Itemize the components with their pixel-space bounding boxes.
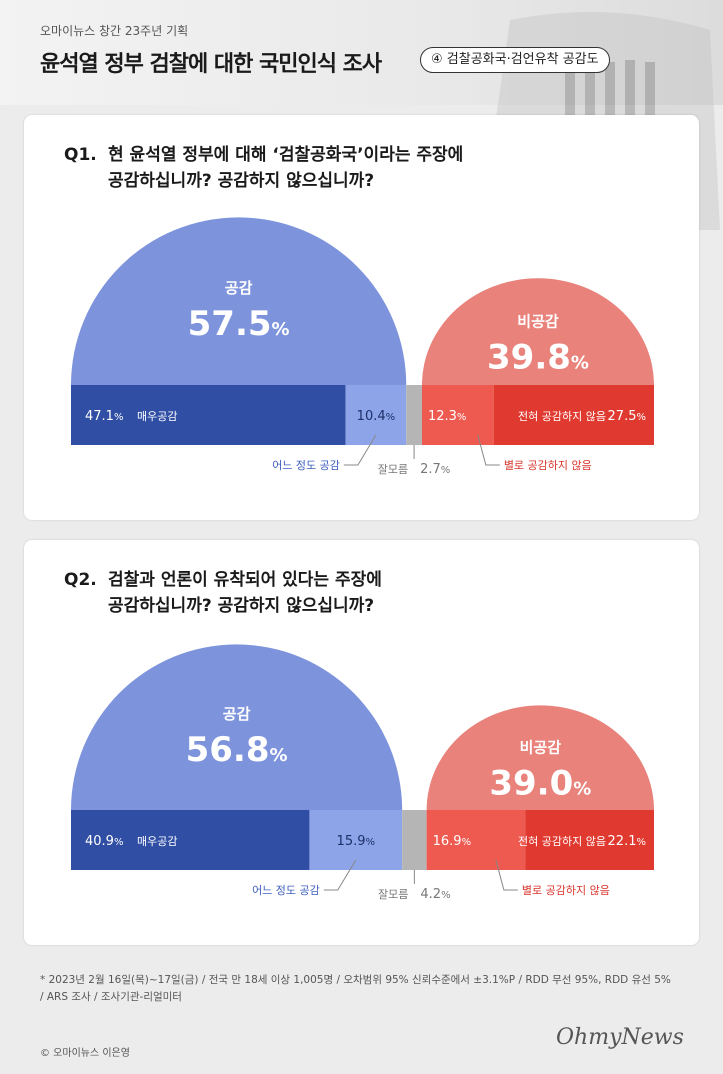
somewhat-agree-leader <box>323 859 357 891</box>
credit-text: © 오마이뉴스 이은영 <box>40 1048 130 1059</box>
not-much-agree-leader <box>495 859 518 891</box>
disagree-total-label: 39.8% <box>487 337 589 377</box>
value-unit: % <box>441 465 451 476</box>
value-unit: % <box>457 412 467 423</box>
question-line-1: 현 윤석열 정부에 대해 ‘검찰공화국’이라는 주장에 <box>108 145 464 165</box>
question-line-1: 검찰과 언론이 유착되어 있다는 주장에 <box>108 570 382 590</box>
dont-know-value: 4.2% <box>420 887 450 902</box>
not-much-agree-bar <box>421 385 494 445</box>
value-unit: % <box>114 837 124 848</box>
footnote-line-1: * 2023년 2월 16일(목)~17일(금) / 전국 만 18세 이상 1… <box>40 974 671 986</box>
value-unit: % <box>114 412 124 423</box>
disagree-label: 비공감 <box>520 738 562 756</box>
question-number: Q2. <box>64 570 97 590</box>
topic-badge: ④ 검찰공화국·검언유착 공감도 <box>420 47 610 73</box>
agree-label: 공감 <box>225 279 253 297</box>
value-unit: % <box>636 837 646 848</box>
not-at-all-agree-value: 22.1% <box>608 834 646 849</box>
not-at-all-agree-value: 27.5% <box>608 409 646 424</box>
very-agree-bar <box>71 385 346 445</box>
dont-know-name: 잘모름 <box>378 463 408 476</box>
not-at-all-agree-name: 전혀 공감하지 않음 <box>518 409 606 423</box>
disagree-total-unit: % <box>571 352 589 373</box>
not-at-all-agree-bar <box>493 385 654 445</box>
value-unit: % <box>386 412 396 423</box>
not-at-all-agree-name: 전혀 공감하지 않음 <box>518 834 606 848</box>
question-line-2: 공감하십니까? 공감하지 않으십니까? <box>108 596 375 616</box>
disagree-total-unit: % <box>573 778 591 799</box>
value-unit: % <box>441 890 451 901</box>
somewhat-agree-name: 어느 정도 공감 <box>272 459 340 472</box>
somewhat-agree-name: 어느 정도 공감 <box>252 884 320 897</box>
value-unit: % <box>366 837 376 848</box>
agree-dome <box>71 644 403 810</box>
question-line-2: 공감하십니까? 공감하지 않으십니까? <box>108 171 375 191</box>
agree-total-unit: % <box>269 745 287 766</box>
not-much-agree-value: 12.3% <box>428 409 466 424</box>
header: 오마이뉴스 창간 23주년 기획 윤석열 정부 검찰에 대한 국민인식 조사 ④… <box>0 0 723 230</box>
ohmynews-logo: OhmyNews <box>556 1025 684 1050</box>
agree-label: 공감 <box>223 705 251 723</box>
footnote-line-2: / ARS 조사 / 조사기관-리얼미터 <box>40 991 182 1003</box>
value-unit: % <box>636 412 646 423</box>
dont-know-value: 2.7% <box>420 462 450 477</box>
very-agree-name: 매우공감 <box>137 835 177 848</box>
question-text: 현 윤석열 정부에 대해 ‘검찰공화국’이라는 주장에 공감하십니까? 공감하지… <box>108 142 628 194</box>
not-much-agree-leader <box>477 434 500 466</box>
disagree-dome <box>426 705 654 810</box>
very-agree-value: 40.9% <box>85 834 123 849</box>
somewhat-agree-value: 15.9% <box>337 834 375 849</box>
somewhat-agree-leader <box>343 434 377 466</box>
disagree-label: 비공감 <box>517 312 559 330</box>
not-much-agree-name: 별로 공감하지 않음 <box>504 458 592 472</box>
very-agree-value: 47.1% <box>85 409 123 424</box>
very-agree-name: 매우공감 <box>137 410 177 423</box>
value-unit: % <box>462 837 472 848</box>
not-much-agree-bar <box>426 810 526 870</box>
agree-total-unit: % <box>272 319 290 340</box>
question-number: Q1. <box>64 145 97 165</box>
agree-dome <box>71 217 407 385</box>
question-text: 검찰과 언론이 유착되어 있다는 주장에 공감하십니까? 공감하지 않으십니까? <box>108 567 628 619</box>
not-much-agree-name: 별로 공감하지 않음 <box>522 883 610 897</box>
dont-know-bar <box>406 385 422 445</box>
survey-footnote: * 2023년 2월 16일(목)~17일(금) / 전국 만 18세 이상 1… <box>40 972 690 1006</box>
not-at-all-agree-bar <box>525 810 654 870</box>
disagree-dome <box>421 278 654 385</box>
dont-know-name: 잘모름 <box>378 888 408 901</box>
dont-know-bar <box>402 810 427 870</box>
kicker-text: 오마이뉴스 창간 23주년 기획 <box>40 24 189 38</box>
very-agree-bar <box>71 810 310 870</box>
not-much-agree-value: 16.9% <box>433 834 471 849</box>
somewhat-agree-value: 10.4% <box>357 409 395 424</box>
page-title: 윤석열 정부 검찰에 대한 국민인식 조사 <box>40 52 382 77</box>
